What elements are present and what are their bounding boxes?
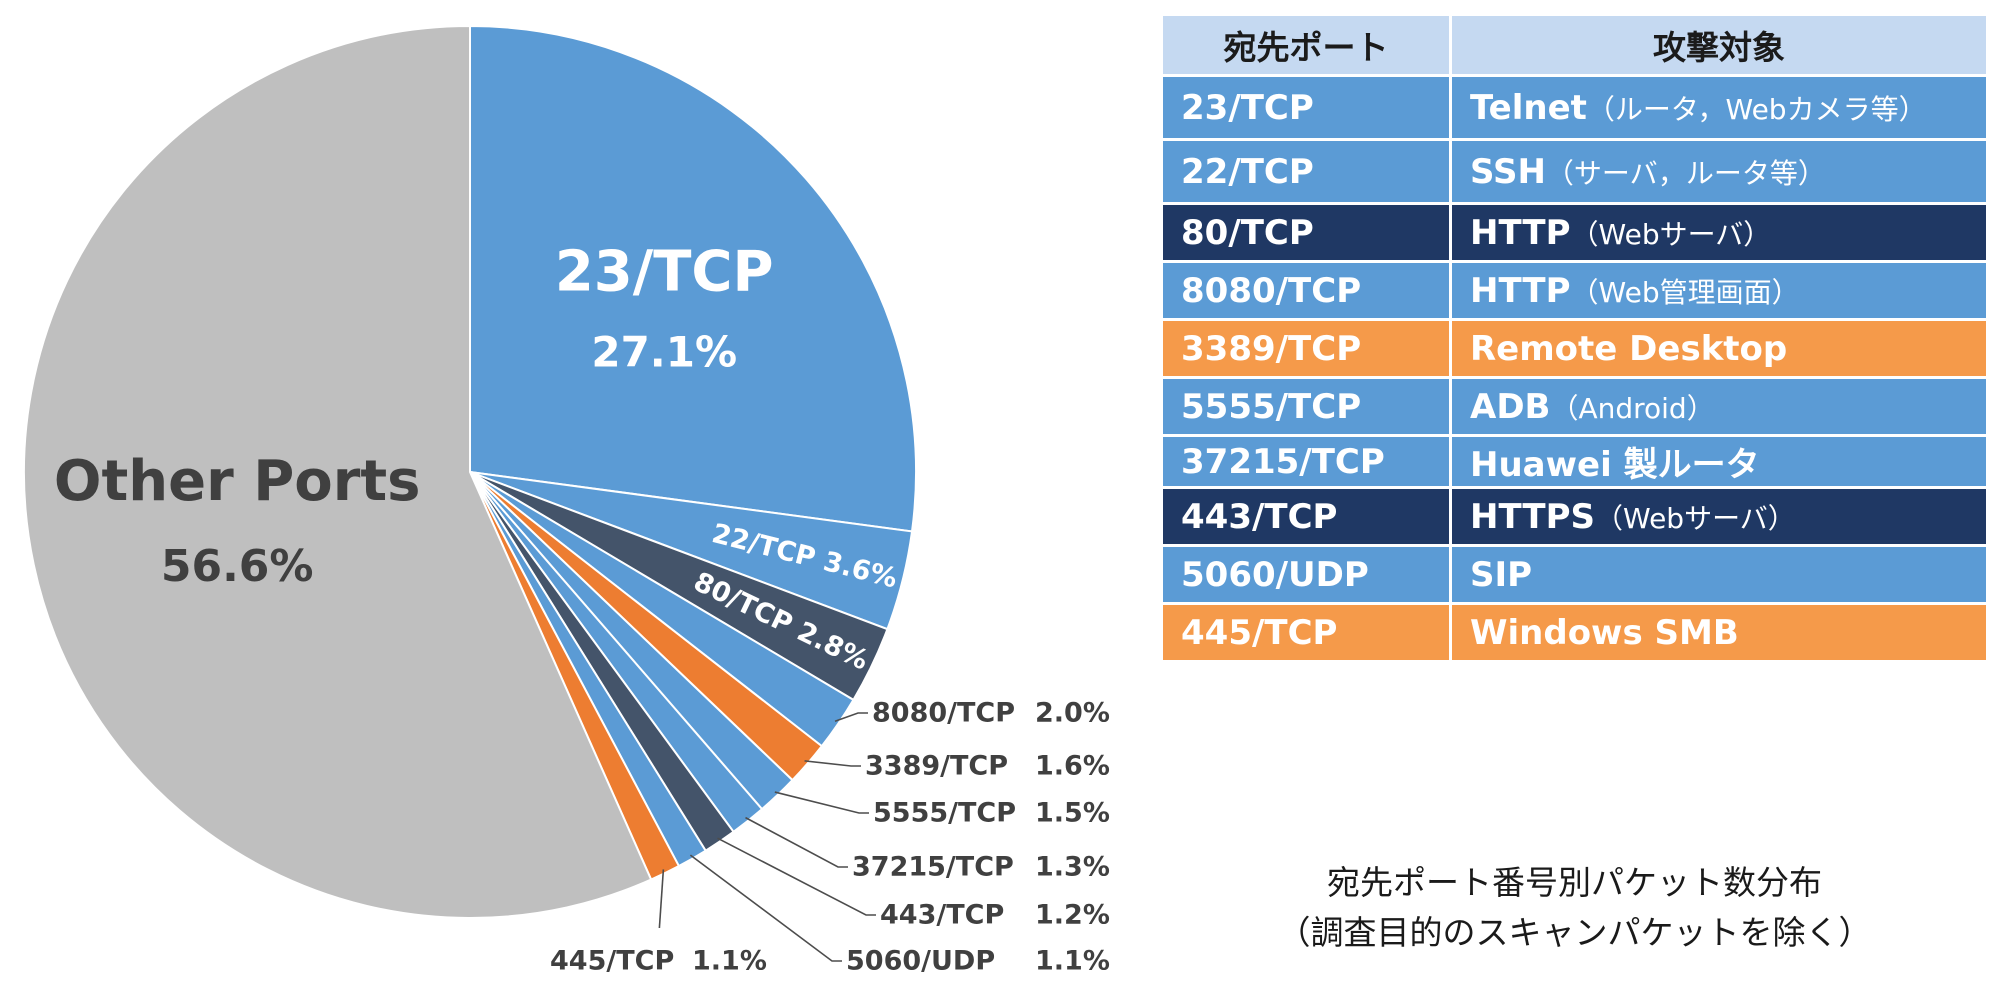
leader-line (774, 791, 869, 814)
target-note: （Android） (1550, 391, 1715, 425)
target-name: Remote Desktop (1470, 328, 1788, 369)
slice-label: Other Ports (54, 449, 421, 514)
slice-label: 445/TCP (550, 946, 674, 977)
leader-line (745, 816, 848, 868)
table-row: 37215/TCP Huawei 製ルータ (1160, 434, 1989, 489)
table-row: 80/TCP HTTP（Webサーバ） (1160, 202, 1989, 263)
port-cell: 22/TCP (1160, 138, 1452, 205)
target-name: SIP (1470, 554, 1533, 595)
port-cell: 5060/UDP (1160, 544, 1452, 605)
table-row: 23/TCP Telnet（ルータ，Webカメラ等） (1160, 74, 1989, 141)
target-name: Windows SMB (1470, 612, 1739, 653)
port-table: 宛先ポート 攻撃対象 23/TCP Telnet（ルータ，Webカメラ等） 22/T… (1160, 13, 1989, 663)
port-cell: 8080/TCP (1160, 260, 1452, 321)
table-row: 443/TCP HTTPS（Webサーバ） (1160, 486, 1989, 547)
target-name: HTTP (1470, 212, 1571, 253)
target-note: （ルータ，Webカメラ等） (1586, 92, 1927, 126)
target-cell: HTTPS（Webサーバ） (1449, 486, 1989, 547)
target-cell: HTTP（Web管理画面） (1449, 260, 1989, 321)
caption-line-2: （調査目的のスキャンパケットを除く） (1277, 913, 1872, 952)
header-target: 攻撃対象 (1449, 13, 1989, 77)
target-cell: Remote Desktop (1449, 318, 1989, 379)
target-cell: SIP (1449, 544, 1989, 605)
pie-slices (23, 24, 917, 919)
target-note: （Webサーバ） (1595, 501, 1796, 535)
leader-line (658, 869, 665, 929)
target-cell: ADB（Android） (1449, 376, 1989, 437)
table-row: 445/TCP Windows SMB (1160, 602, 1989, 663)
pie-slice (23, 24, 653, 919)
port-cell: 443/TCP (1160, 486, 1452, 547)
table-body: 23/TCP Telnet（ルータ，Webカメラ等） 22/TCP SSH（サーバ，ル… (1160, 74, 1989, 663)
table-row: 5060/UDP SIP (1160, 544, 1989, 605)
target-note: （サーバ，ルータ等） (1545, 156, 1826, 190)
port-cell: 37215/TCP (1160, 434, 1452, 489)
slice-label: 5555/TCP (873, 798, 1016, 829)
target-cell: Huawei 製ルータ (1449, 434, 1989, 489)
target-cell: HTTP（Webサーバ） (1449, 202, 1989, 263)
target-note: （Web管理画面） (1570, 275, 1800, 309)
leader-line (689, 854, 842, 962)
table-row: 8080/TCP HTTP（Web管理画面） (1160, 260, 1989, 321)
slice-label: 443/TCP (880, 900, 1004, 931)
slice-value: 1.6% (1035, 751, 1110, 782)
port-cell: 80/TCP (1160, 202, 1452, 263)
target-name: ADB (1470, 386, 1551, 427)
target-name: HTTPS (1470, 496, 1596, 537)
caption: 宛先ポート番号別パケット数分布 （調査目的のスキャンパケットを除く） (1160, 858, 1989, 958)
slice-value: 27.1% (591, 328, 737, 377)
table-row: 5555/TCP ADB（Android） (1160, 376, 1989, 437)
header-port: 宛先ポート (1160, 13, 1452, 77)
slice-label: 3389/TCP (865, 751, 1008, 782)
target-cell: Telnet（ルータ，Webカメラ等） (1449, 74, 1989, 141)
leader-line (717, 837, 876, 916)
slice-value: 56.6% (161, 541, 314, 592)
caption-line-1: 宛先ポート番号別パケット数分布 (1327, 863, 1822, 902)
pie-slice (469, 24, 917, 533)
target-note: （Webサーバ） (1570, 217, 1772, 251)
slice-value: 1.1% (1035, 946, 1110, 977)
leader-line (804, 760, 861, 767)
leader-lines (658, 712, 876, 962)
port-cell: 445/TCP (1160, 602, 1452, 663)
target-name: Telnet (1470, 87, 1587, 128)
slice-value: 1.1% (692, 946, 767, 977)
slice-value: 1.5% (1035, 798, 1110, 829)
slice-label: 8080/TCP (872, 698, 1015, 729)
port-cell: 5555/TCP (1160, 376, 1452, 437)
slice-value: 1.2% (1035, 900, 1110, 931)
target-cell: Windows SMB (1449, 602, 1989, 663)
slice-label: 37215/TCP (852, 852, 1014, 883)
table-header-row: 宛先ポート 攻撃対象 (1160, 13, 1989, 77)
slice-label: 5060/UDP (846, 946, 995, 977)
target-name: Huawei 製ルータ (1470, 445, 1760, 485)
table-row: 3389/TCP Remote Desktop (1160, 318, 1989, 379)
slice-value: 2.0% (1035, 698, 1110, 729)
slice-label: 23/TCP (555, 240, 774, 305)
port-cell: 3389/TCP (1160, 318, 1452, 379)
slice-value: 1.3% (1035, 852, 1110, 883)
leader-line (834, 712, 868, 722)
target-name: SSH (1470, 151, 1546, 192)
table-row: 22/TCP SSH（サーバ，ルータ等） (1160, 138, 1989, 205)
port-cell: 23/TCP (1160, 74, 1452, 141)
target-cell: SSH（サーバ，ルータ等） (1449, 138, 1989, 205)
target-name: HTTP (1470, 270, 1571, 311)
